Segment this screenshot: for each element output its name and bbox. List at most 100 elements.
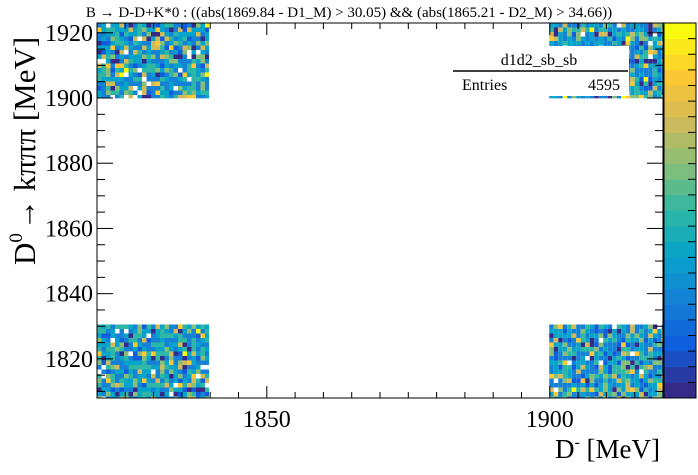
- heatmap-cell: [106, 36, 111, 41]
- heatmap-cell: [169, 36, 174, 41]
- heatmap-cell: [594, 23, 599, 28]
- heatmap-cell: [115, 27, 120, 32]
- heatmap-cell: [643, 382, 649, 388]
- heatmap-cell: [146, 328, 151, 334]
- heatmap-cell: [160, 378, 165, 383]
- heatmap-cell: [169, 59, 174, 64]
- heatmap-cell: [657, 382, 662, 388]
- heatmap-cell: [115, 68, 120, 73]
- heatmap-cell: [571, 32, 577, 37]
- heatmap-cell: [196, 346, 201, 352]
- heatmap-cell: [106, 68, 111, 73]
- heatmap-cell: [648, 369, 653, 374]
- heatmap-cell: [639, 396, 644, 398]
- heatmap-cell: [133, 378, 138, 383]
- heatmap-cell: [187, 369, 192, 374]
- heatmap-cell: [603, 378, 608, 383]
- heatmap-cell: [155, 333, 160, 338]
- heatmap-cell: [182, 378, 187, 383]
- y-axis-title-rest: → kπππ [MeV]: [7, 37, 42, 230]
- heatmap-cell: [115, 387, 120, 392]
- heatmap-cell: [155, 81, 160, 86]
- heatmap-cell: [155, 27, 160, 32]
- heatmap-cell: [196, 333, 201, 338]
- heatmap-cell: [612, 373, 617, 379]
- heatmap-cell: [200, 346, 205, 352]
- heatmap-cell: [119, 81, 124, 86]
- heatmap-cell: [603, 41, 608, 46]
- heatmap-cell: [146, 378, 151, 383]
- heatmap-cell: [643, 41, 649, 46]
- heatmap-cell: [625, 337, 631, 343]
- heatmap-cell: [553, 32, 559, 37]
- heatmap-cell: [187, 95, 192, 99]
- heatmap-cell: [571, 364, 577, 370]
- heatmap-cell: [196, 45, 201, 50]
- palette-band: [664, 163, 696, 180]
- heatmap-cell: [151, 54, 156, 59]
- heatmap-cell: [661, 32, 663, 37]
- heatmap-cell: [191, 77, 196, 82]
- heatmap-cell: [164, 95, 169, 99]
- heatmap-cell: [178, 27, 183, 32]
- heatmap-cell: [155, 36, 160, 41]
- heatmap-cell: [603, 346, 608, 352]
- heatmap-cell: [191, 387, 196, 392]
- heatmap-cell: [643, 36, 649, 41]
- heatmap-cell: [612, 27, 617, 32]
- heatmap-cell: [553, 373, 559, 379]
- heatmap-cell: [634, 54, 640, 59]
- heatmap-cell: [133, 337, 138, 343]
- heatmap-cell: [187, 68, 192, 73]
- heatmap-cell: [133, 369, 138, 374]
- heatmap-cell: [567, 355, 572, 361]
- heatmap-cell: [657, 337, 662, 343]
- heatmap-cell: [603, 391, 608, 397]
- heatmap-cell: [119, 373, 124, 379]
- heatmap-cell: [603, 387, 608, 392]
- heatmap-cell: [178, 351, 183, 356]
- heatmap-cell: [164, 32, 169, 37]
- heatmap-cell: [621, 391, 626, 397]
- heatmap-cell: [101, 50, 106, 55]
- heatmap-cell: [142, 68, 147, 73]
- palette-band: [664, 38, 696, 55]
- heatmap-cell: [639, 333, 644, 338]
- heatmap-cell: [119, 360, 124, 365]
- heatmap-cell: [97, 328, 102, 334]
- heatmap-cell: [585, 342, 590, 347]
- heatmap-cell: [106, 360, 111, 365]
- heatmap-cell: [652, 387, 658, 392]
- heatmap-cell: [630, 346, 635, 352]
- heatmap-cell: [164, 86, 169, 91]
- heatmap-cell: [178, 364, 183, 370]
- heatmap-cell: [137, 342, 142, 347]
- heatmap-cell: [155, 360, 160, 365]
- heatmap-cell: [182, 324, 187, 329]
- heatmap-cell: [173, 41, 178, 46]
- heatmap-cell: [661, 45, 663, 50]
- heatmap-cell: [124, 90, 129, 95]
- heatmap-cell: [137, 346, 142, 352]
- heatmap-cell: [182, 355, 187, 361]
- heatmap-cell: [178, 77, 183, 82]
- heatmap-cell: [616, 342, 622, 347]
- heatmap-cell: [205, 373, 210, 379]
- heatmap-cell: [110, 351, 115, 356]
- heatmap-cell: [625, 373, 631, 379]
- heatmap-cell: [115, 36, 120, 41]
- heatmap-cell: [191, 50, 196, 55]
- heatmap-cell: [621, 337, 626, 343]
- heatmap-cell: [562, 355, 568, 361]
- heatmap-cell: [155, 328, 160, 334]
- heatmap-cell: [558, 342, 563, 347]
- heatmap-cell: [643, 337, 649, 343]
- heatmap-cell: [643, 86, 649, 91]
- heatmap-cell: [110, 63, 115, 68]
- heatmap-cell: [567, 387, 572, 392]
- heatmap-cell: [151, 68, 156, 73]
- heatmap-cell: [612, 337, 617, 343]
- heatmap-cell: [589, 369, 595, 374]
- heatmap-cell: [160, 41, 165, 46]
- heatmap-cell: [169, 337, 174, 343]
